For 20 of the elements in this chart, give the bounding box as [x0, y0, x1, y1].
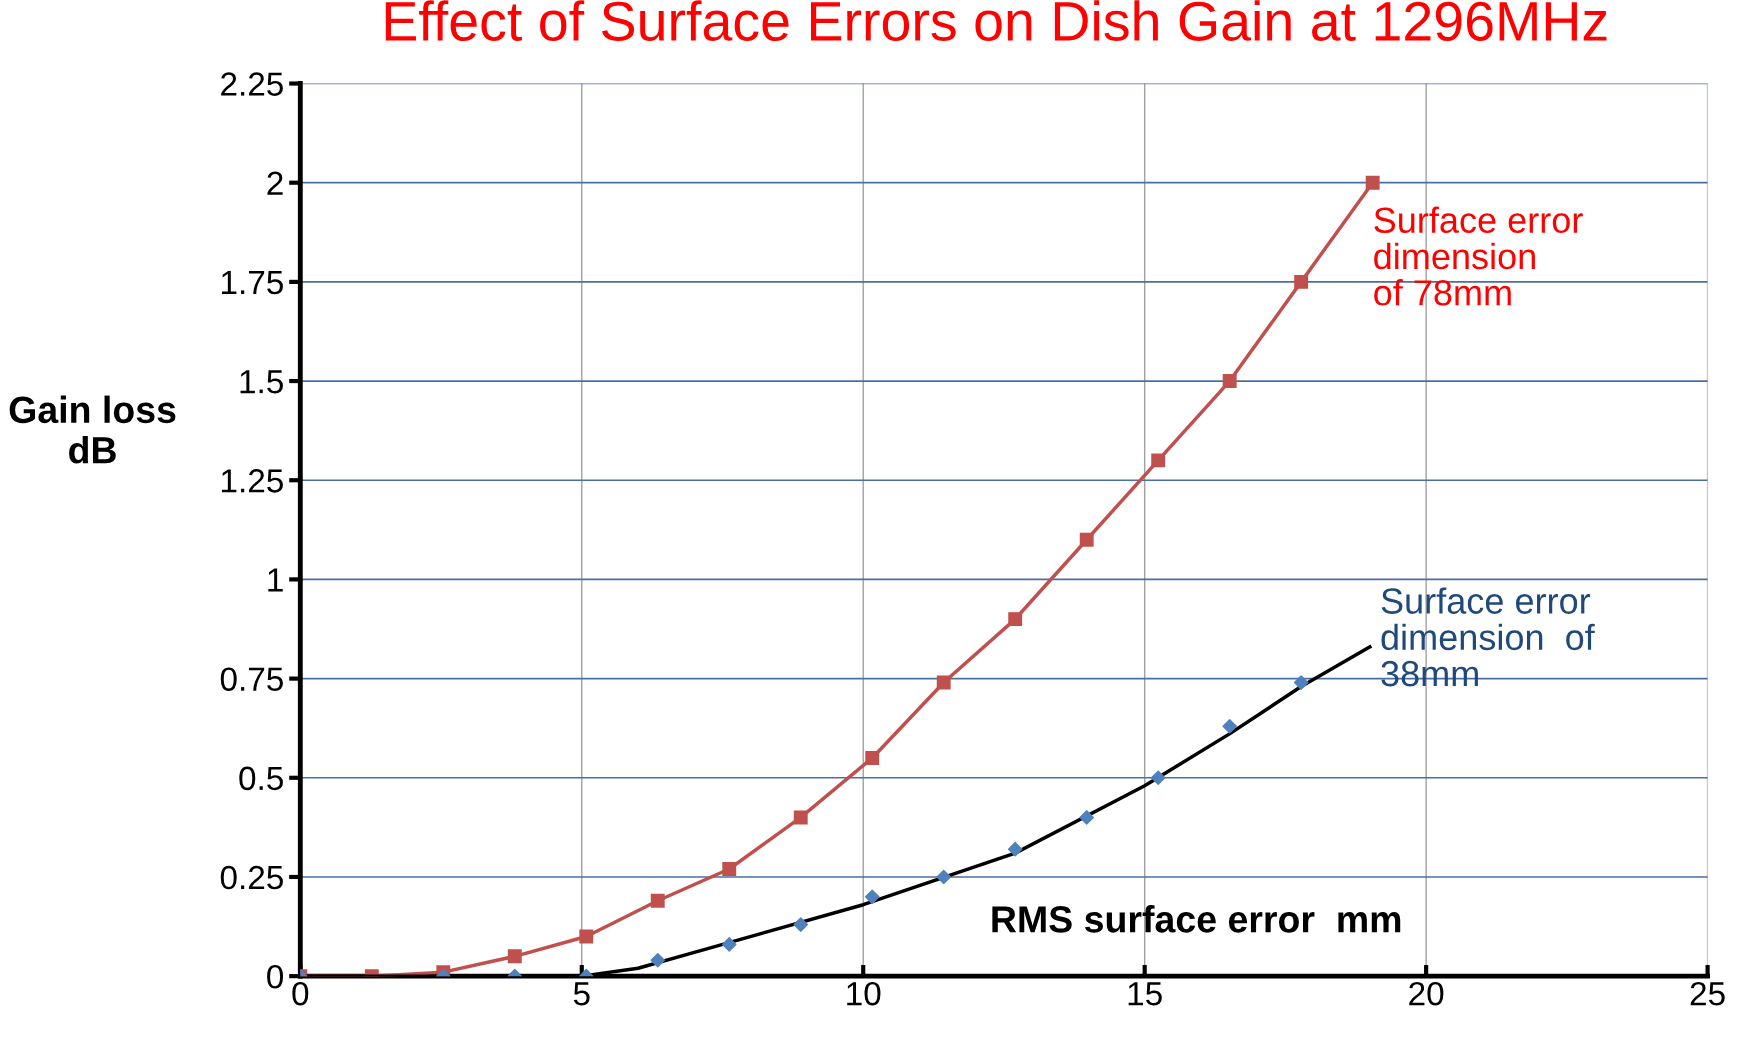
y-tick-label: 1.75 [222, 271, 283, 295]
y-tick-label: 1.5 [240, 370, 283, 394]
x-tick-label: 5 [573, 982, 590, 1006]
x-tick-label: 15 [1128, 982, 1162, 1006]
series-label: Surface error dimension of 78mm [1374, 206, 1583, 306]
y-tick-label: 1.25 [222, 469, 283, 493]
y-tick-label: 1 [268, 568, 283, 592]
y-tick-label: 0.25 [220, 865, 283, 890]
y-tick-label: 2.25 [221, 72, 283, 96]
y-tick-label: 2 [267, 171, 283, 195]
x-tick-label: 10 [847, 981, 881, 1006]
y-tick-label: 0.75 [220, 667, 283, 692]
x-tick-label: 20 [1409, 981, 1444, 1006]
x-tick-label: 0 [292, 981, 309, 1006]
chart-title: Effect of Surface Errors on Dish Gain at 1296MHz [385, 0, 1607, 42]
y-tick-label: 0.5 [239, 766, 283, 791]
y-axis-title: Gain loss dB [9, 395, 176, 464]
y-tick-label: 0 [267, 964, 284, 989]
x-tick-label: 25 [1690, 981, 1725, 1006]
x-axis-title: RMS surface error mm [992, 905, 1401, 933]
